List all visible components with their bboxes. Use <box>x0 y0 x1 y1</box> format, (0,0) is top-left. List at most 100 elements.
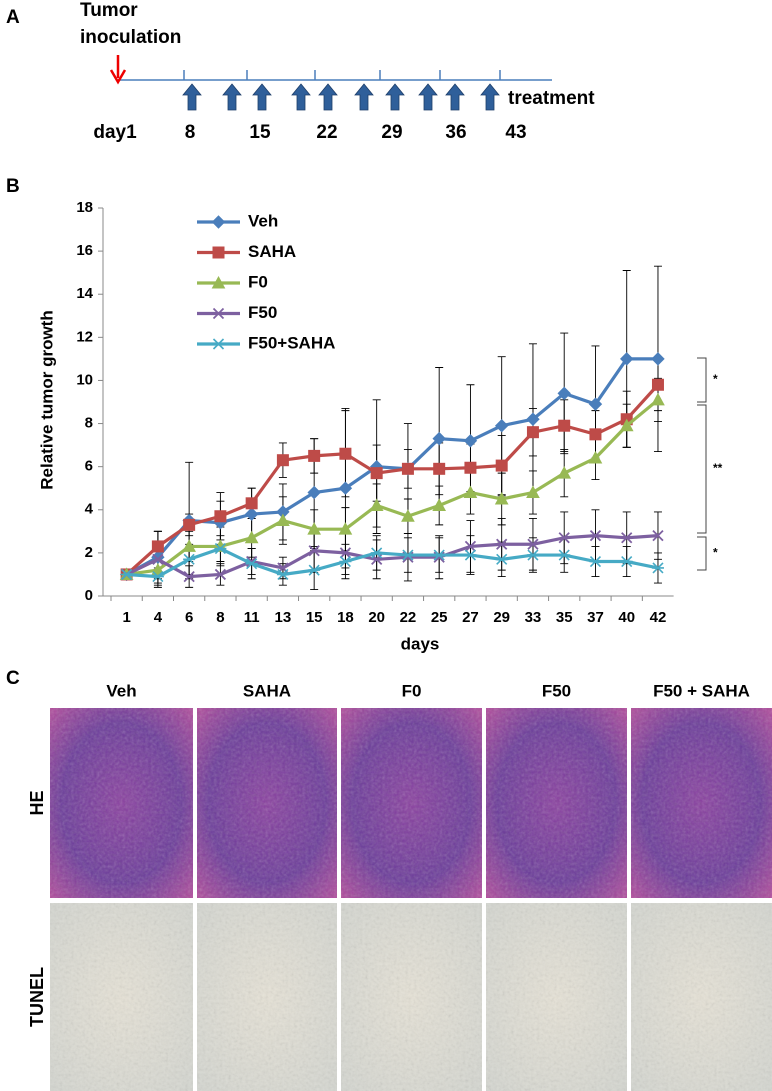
image-texture <box>341 708 482 898</box>
x-tick-label: 22 <box>400 609 417 626</box>
day-label: 43 <box>505 122 526 143</box>
image-texture <box>631 708 772 898</box>
day-label: 36 <box>445 122 466 143</box>
x-tick-label: 8 <box>216 609 224 626</box>
x-tick-label: 20 <box>368 609 385 626</box>
marker <box>558 419 571 432</box>
marker <box>245 558 258 570</box>
y-axis-label: Relative tumor growth <box>37 310 56 489</box>
treatment-arrow <box>480 83 500 111</box>
day-label: day1 <box>93 122 137 143</box>
marker <box>433 462 446 475</box>
image-texture <box>50 708 193 898</box>
marker <box>182 539 196 552</box>
marker <box>589 555 602 568</box>
marker <box>308 564 321 576</box>
marker <box>401 509 415 522</box>
legend-label: SAHA <box>248 242 296 261</box>
marker <box>307 485 321 500</box>
marker <box>620 352 634 366</box>
legend-label: F50+SAHA <box>248 333 335 352</box>
legend-label: Veh <box>248 211 278 230</box>
marker <box>401 549 414 561</box>
marker <box>494 491 509 505</box>
panel-label: B <box>6 176 20 197</box>
inoculation-arrowhead <box>109 69 127 85</box>
x-tick-label: 40 <box>618 609 635 626</box>
y-tick-label: 2 <box>85 544 93 561</box>
day-label: 29 <box>381 122 402 143</box>
treatment-arrow <box>291 83 311 111</box>
marker <box>370 467 383 480</box>
series-line <box>125 534 659 579</box>
inoculation-label: Tumor <box>80 0 138 21</box>
significance-label: * <box>713 546 718 560</box>
marker <box>463 485 478 499</box>
marker <box>152 553 164 565</box>
marker <box>276 568 289 581</box>
marker <box>339 547 352 559</box>
marker <box>526 549 539 561</box>
marker <box>464 461 477 474</box>
x-tick-label: 33 <box>525 609 542 626</box>
y-tick-label: 16 <box>76 242 93 259</box>
x-tick-label: 27 <box>462 609 479 626</box>
significance-label: * <box>713 372 718 386</box>
legend-marker <box>212 307 225 320</box>
marker <box>432 431 446 446</box>
significance-bracket <box>697 536 707 571</box>
y-tick-label: 12 <box>76 328 93 345</box>
image-texture <box>197 708 337 898</box>
legend-marker <box>212 246 225 259</box>
marker <box>651 392 665 406</box>
marker <box>433 549 446 561</box>
marker <box>308 545 320 557</box>
x-tick-label: 37 <box>587 609 604 626</box>
image-texture <box>631 903 772 1091</box>
marker <box>652 530 664 542</box>
legend-marker <box>211 275 226 289</box>
y-tick-label: 8 <box>85 415 93 432</box>
inoculation-label: inoculation <box>80 27 181 48</box>
x-tick-label: 6 <box>185 609 193 626</box>
treatment-arrow <box>445 83 465 111</box>
y-tick-label: 6 <box>85 458 93 475</box>
treatment-arrow <box>418 83 438 111</box>
marker <box>494 419 509 433</box>
treatment-arrow <box>182 83 202 111</box>
marker <box>464 549 477 561</box>
treatment-arrow <box>252 83 272 111</box>
y-tick-label: 4 <box>85 501 94 518</box>
significance-bracket <box>697 404 707 534</box>
x-tick-label: 11 <box>244 609 260 626</box>
marker <box>526 485 540 499</box>
marker <box>151 571 164 583</box>
panel-label: C <box>6 668 20 689</box>
significance-bracket <box>697 357 707 403</box>
significance-label: ** <box>713 461 723 475</box>
row-label: TUNEL <box>27 967 47 1027</box>
marker <box>401 462 414 475</box>
marker <box>588 397 603 411</box>
marker <box>526 412 540 426</box>
legend-label: F0 <box>248 272 268 291</box>
treatment-arrow <box>318 83 338 111</box>
x-tick-label: 1 <box>122 609 130 626</box>
image-texture <box>197 903 337 1091</box>
marker <box>651 562 664 574</box>
marker <box>151 540 164 553</box>
marker <box>370 547 383 559</box>
marker <box>307 522 322 535</box>
marker <box>338 481 353 495</box>
legend-label: F50 <box>248 303 277 322</box>
marker <box>120 568 133 581</box>
series-line <box>126 398 659 577</box>
marker <box>432 498 447 511</box>
marker <box>308 449 321 462</box>
marker <box>244 530 259 544</box>
x-tick-label: 35 <box>556 609 573 626</box>
day-label: 15 <box>249 122 271 143</box>
treatment-arrow <box>354 83 374 111</box>
marker <box>339 555 352 568</box>
